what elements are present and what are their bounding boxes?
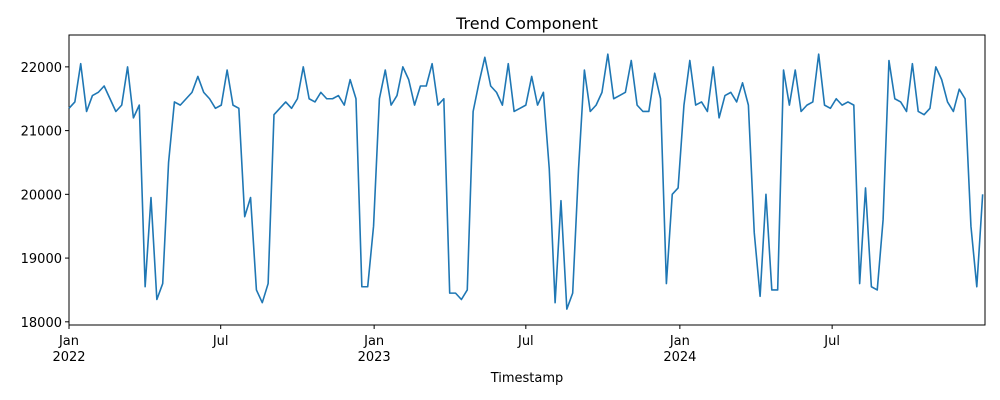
y-tick-label: 18000 (21, 316, 62, 331)
x-tick-label: Jul (517, 334, 534, 349)
x-tick-label: Jul (823, 334, 840, 349)
x-tick-label: Jan 2023 (358, 334, 391, 365)
x-tick-label: Jul (212, 334, 229, 349)
y-tick-label: 22000 (21, 61, 62, 76)
x-tick-label: Jan 2024 (663, 334, 696, 365)
x-axis-label: Timestamp (490, 371, 564, 386)
y-tick-label: 21000 (21, 125, 62, 140)
y-tick-label: 20000 (21, 188, 62, 203)
x-tick-label: Jan 2022 (52, 334, 85, 365)
chart-title: Trend Component (455, 14, 598, 33)
trend-line (68, 53, 984, 310)
plot-frame (68, 34, 986, 326)
y-tick-label: 19000 (21, 252, 62, 267)
